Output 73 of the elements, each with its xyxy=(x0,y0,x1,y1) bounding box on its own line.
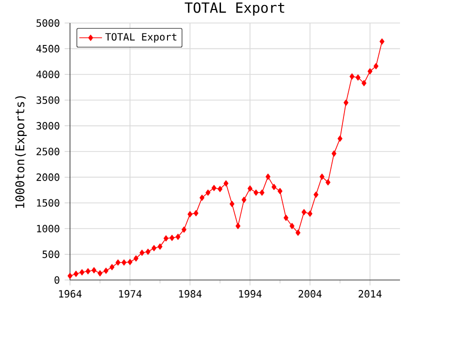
point xyxy=(278,188,282,194)
point xyxy=(356,74,360,81)
point xyxy=(74,270,78,277)
point xyxy=(290,222,294,230)
y-tick-label: 500 xyxy=(42,250,60,258)
point xyxy=(248,185,252,192)
legend-label: TOTAL Export xyxy=(105,33,176,43)
y-tick-label: 1000 xyxy=(37,224,60,232)
y-tick-label: 4500 xyxy=(36,44,60,52)
point xyxy=(128,258,132,266)
point xyxy=(98,270,102,276)
point xyxy=(254,190,258,196)
y-tick-label: 3000 xyxy=(36,122,60,130)
y-tick-label: 3500 xyxy=(36,96,60,104)
y-tick-label: 1500 xyxy=(37,199,60,207)
point xyxy=(272,184,276,190)
point xyxy=(230,200,234,207)
point xyxy=(188,211,192,218)
point xyxy=(212,184,216,192)
point xyxy=(350,73,354,80)
point xyxy=(302,209,306,216)
y-tick-label: 4000 xyxy=(36,70,60,78)
point xyxy=(224,180,228,186)
point xyxy=(320,174,324,180)
point xyxy=(344,100,348,106)
point xyxy=(296,230,300,236)
point xyxy=(326,179,330,186)
point xyxy=(332,150,336,157)
point xyxy=(260,190,264,196)
point xyxy=(80,269,84,276)
point xyxy=(218,186,222,192)
point xyxy=(182,226,186,233)
point xyxy=(362,80,366,86)
point xyxy=(368,68,372,74)
point xyxy=(122,259,126,266)
point xyxy=(164,235,168,242)
point xyxy=(140,250,144,256)
point xyxy=(152,245,156,252)
y-tick-label: 5000 xyxy=(36,19,60,27)
point xyxy=(104,268,108,274)
chart-title: TOTAL Export xyxy=(184,2,284,16)
point xyxy=(200,194,204,201)
x-tick-label: 1994 xyxy=(239,290,262,298)
x-tick-label: 1964 xyxy=(59,290,82,298)
point xyxy=(380,38,384,45)
point xyxy=(92,267,96,274)
point xyxy=(206,190,210,196)
x-tick-label: 1974 xyxy=(119,290,142,298)
point xyxy=(134,255,138,262)
point xyxy=(86,268,90,274)
x-tick-label: 1984 xyxy=(179,290,202,298)
point xyxy=(284,214,288,221)
point xyxy=(308,210,312,217)
point xyxy=(68,272,72,279)
y-tick-label: 0 xyxy=(54,276,60,284)
point xyxy=(314,192,318,198)
point xyxy=(194,210,198,216)
y-tick-label: 2500 xyxy=(36,148,60,156)
point xyxy=(242,196,246,203)
y-axis-title: 1000ton(Exports) xyxy=(15,96,27,208)
point xyxy=(158,244,162,250)
point xyxy=(110,264,114,270)
point xyxy=(374,63,378,70)
point xyxy=(170,234,174,241)
y-tick-label: 2000 xyxy=(36,173,60,181)
point xyxy=(236,222,240,230)
point xyxy=(176,234,180,240)
point xyxy=(116,259,120,266)
point xyxy=(146,248,150,255)
point xyxy=(338,136,342,142)
point xyxy=(266,174,270,180)
x-tick-label: 2004 xyxy=(298,290,322,298)
x-tick-label: 2014 xyxy=(358,290,382,298)
